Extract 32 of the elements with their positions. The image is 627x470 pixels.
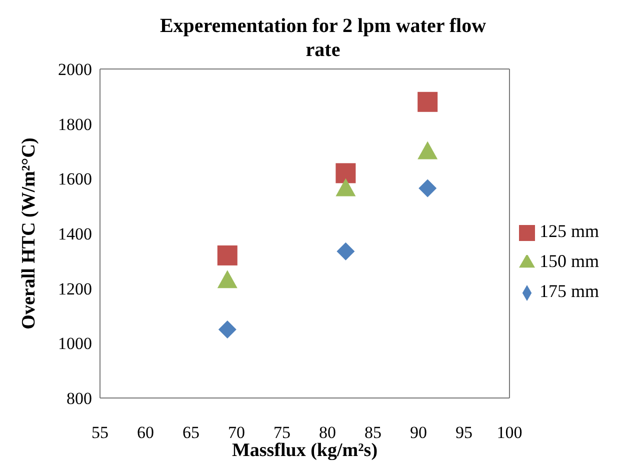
y-tick-label: 1400 <box>58 224 92 244</box>
point <box>336 163 356 184</box>
x-axis-title: Massflux (kg/m²s) <box>232 440 378 461</box>
point <box>217 270 238 288</box>
y-tick-label: 1600 <box>58 170 92 189</box>
y-tick-label: 800 <box>66 389 92 408</box>
x-tick-label: 90 <box>410 423 427 442</box>
point <box>218 320 236 338</box>
legend-label: 125 mm <box>539 221 599 241</box>
point <box>336 178 356 196</box>
x-tick-label: 80 <box>318 423 336 442</box>
x-tick-label: 60 <box>137 423 154 442</box>
chart-title: Experementation for 2 lpm water flow rate <box>158 14 488 62</box>
x-tick-label: 95 <box>455 423 472 442</box>
y-tick-label: 1800 <box>58 114 92 134</box>
x-tick-label: 70 <box>228 423 245 442</box>
y-tick-label: 2000 <box>58 60 92 80</box>
point <box>418 92 438 112</box>
point <box>336 242 355 260</box>
x-tick-label: 100 <box>496 423 522 442</box>
y-axis-title: Overall HTC (W/m²°C) <box>18 138 40 330</box>
y-tick-label: 1200 <box>58 279 92 298</box>
x-tick-label: 65 <box>182 423 200 442</box>
point <box>418 179 437 198</box>
x-tick-label: 85 <box>364 423 382 442</box>
legend-label: 150 mm <box>539 251 599 271</box>
x-tick-label: 75 <box>273 423 290 442</box>
point <box>418 141 438 160</box>
x-tick-label: 55 <box>92 423 108 442</box>
y-tick-label: 1000 <box>58 334 92 354</box>
point <box>217 245 238 266</box>
legend-label: 175 mm <box>539 281 599 301</box>
